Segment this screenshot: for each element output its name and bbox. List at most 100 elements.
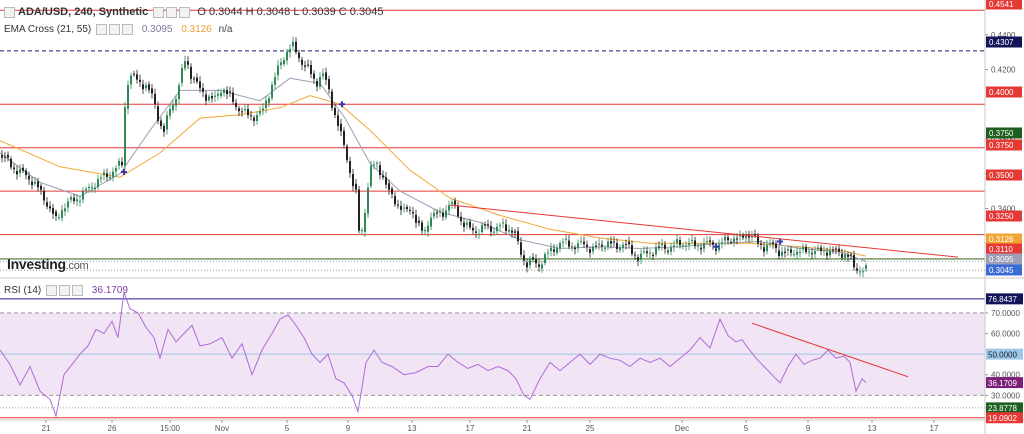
candle-body [64, 208, 66, 212]
time-tick-label: Nov [215, 424, 229, 433]
candle-body [460, 216, 462, 222]
time-tick-label: 5 [744, 424, 749, 433]
price-tag [986, 139, 1022, 151]
candle-body [313, 73, 315, 79]
candle-body [82, 191, 84, 200]
candle-body [622, 244, 624, 248]
candle-body [373, 164, 375, 166]
candle-body [22, 167, 24, 171]
price-tag-label: 0.3126 [989, 235, 1014, 244]
candle-body [391, 188, 393, 194]
settings-icon[interactable] [166, 6, 178, 18]
price-axis: 0.44000.42000.38000.36000.34000.32000.45… [984, 0, 1023, 434]
candle-body [658, 246, 660, 248]
candle-body [481, 224, 483, 232]
candle-body [310, 65, 312, 75]
price-tag [986, 169, 1022, 181]
indicator-settings-icon[interactable] [109, 24, 121, 35]
candle-body [757, 235, 759, 244]
rsi-value: 36.1709 [91, 285, 128, 297]
visibility-toggle-icon[interactable] [153, 6, 165, 18]
candle-body [409, 210, 411, 211]
candle-body [346, 146, 348, 161]
collapse-icon[interactable] [4, 6, 15, 18]
candle-body [250, 115, 252, 117]
candle-body [322, 73, 324, 76]
candle-body [571, 246, 573, 248]
candle-body [253, 117, 255, 121]
candle-body [463, 222, 465, 227]
candle-body [421, 222, 423, 231]
rsi-settings-icon[interactable] [59, 285, 71, 296]
candle-body [676, 239, 678, 244]
candle-body [679, 240, 681, 246]
candle-body [127, 85, 129, 109]
candle-body [328, 79, 330, 90]
candle-body [739, 234, 741, 237]
price-tag-label: 0.3110 [989, 245, 1013, 254]
candle-body [361, 230, 363, 231]
rsi-tick-label: 70.0000 [991, 309, 1020, 318]
time-tick-label: 21 [42, 424, 51, 433]
candle-body [121, 161, 123, 166]
candle-body [337, 115, 339, 126]
close-icon[interactable] [179, 6, 191, 18]
candle-body [13, 167, 15, 169]
candle-body [850, 254, 852, 256]
candle-body [616, 243, 618, 249]
candle-body [628, 241, 630, 245]
candle-body [157, 106, 159, 121]
candle-body [172, 105, 174, 111]
ohlc-readout: O 0.3044 H 0.3048 L 0.3039 C 0.3045 [197, 6, 384, 18]
candle-body [652, 255, 654, 256]
rsi-tag [986, 348, 1023, 360]
rsi-visibility-icon[interactable] [46, 285, 58, 296]
candle-body [394, 196, 396, 205]
symbol-legend: ADA/USD, 240, Synthetic O 0.3044 H 0.304… [4, 6, 383, 18]
candle-body [859, 271, 861, 273]
rsi-close-icon[interactable] [72, 285, 84, 296]
candle-body [565, 239, 567, 240]
brand-name: Investing [7, 256, 66, 272]
candle-body [766, 245, 768, 252]
candle-body [274, 77, 276, 85]
candle-body [799, 251, 801, 253]
candle-body [19, 169, 21, 173]
candle-body [682, 245, 684, 247]
candle-body [79, 200, 81, 202]
candle-body [196, 77, 198, 82]
time-tick-label: 13 [868, 424, 877, 433]
candle-body [577, 243, 579, 248]
candle-body [166, 115, 168, 130]
candle-body [382, 175, 384, 178]
rsi-tick-label: 60.0000 [991, 330, 1020, 339]
candle-body [619, 247, 621, 251]
candle-body [145, 85, 147, 89]
candle-body [259, 111, 261, 114]
candle-body [769, 243, 771, 245]
candle-body [109, 176, 111, 179]
candle-body [439, 210, 441, 213]
candle-body [697, 245, 699, 247]
rsi-line [0, 292, 867, 418]
cross-marker [339, 101, 345, 108]
candle-body [703, 243, 705, 249]
candle-body [751, 236, 753, 238]
candle-body [412, 212, 414, 214]
rsi-tag [986, 412, 1023, 424]
candle-body [163, 126, 165, 132]
candle-body [487, 224, 489, 226]
candle-body [160, 120, 162, 127]
candle-body [805, 246, 807, 253]
candle-body [856, 268, 858, 271]
candle-body [511, 230, 513, 233]
candle-body [400, 205, 402, 210]
candle-body [562, 241, 564, 243]
candle-body [847, 254, 849, 257]
candle-body [115, 168, 117, 172]
indicator-close-icon[interactable] [122, 24, 134, 35]
indicator-visibility-icon[interactable] [96, 24, 108, 35]
candle-body [625, 244, 627, 246]
candle-body [4, 156, 6, 158]
rsi-tag [986, 377, 1023, 389]
